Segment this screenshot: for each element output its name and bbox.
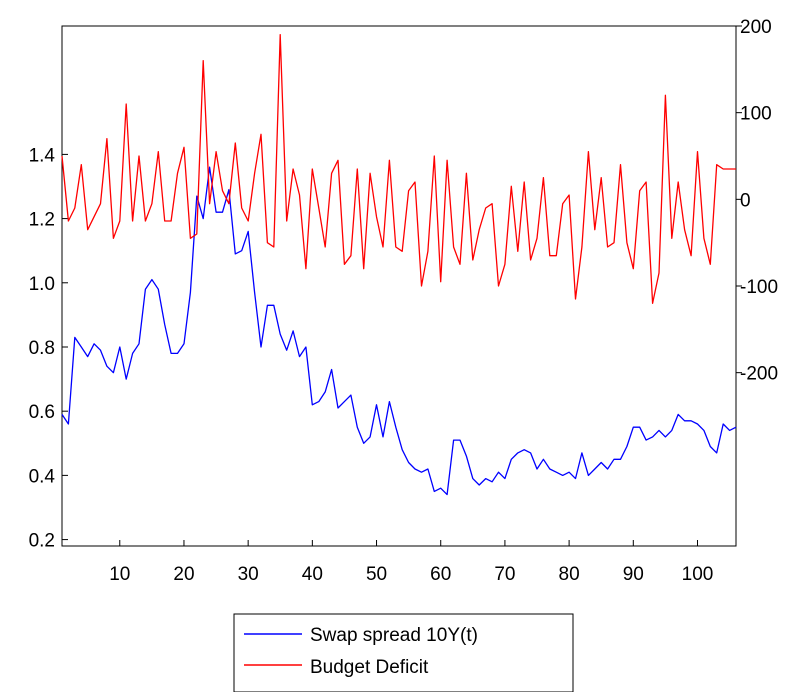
x-tick-label: 80	[559, 564, 580, 585]
right-tick-label: -100	[740, 277, 778, 298]
left-tick-label: 1.2	[29, 210, 55, 231]
left-tick-label: 1.0	[29, 274, 55, 295]
x-tick-label: 100	[682, 564, 714, 585]
x-tick-label: 90	[623, 564, 644, 585]
right-tick-label: 100	[740, 104, 772, 125]
series-lines	[61, 34, 737, 496]
right-tick-label: -200	[740, 364, 778, 385]
x-tick-label: 10	[109, 564, 130, 585]
legend-label-swap-spread: Swap spread 10Y(t)	[310, 625, 478, 646]
x-axis-ticks: 10 20 30 40 50 60 70 80 90 100	[109, 540, 713, 585]
legend: Swap spread 10Y(t) Budget Deficit	[233, 613, 574, 692]
x-tick-label: 60	[430, 564, 451, 585]
left-tick-label: 0.8	[29, 338, 55, 359]
plot-frame	[61, 25, 737, 547]
x-tick-label: 40	[302, 564, 323, 585]
left-tick-label: 0.6	[29, 402, 55, 423]
x-tick-label: 20	[173, 564, 194, 585]
legend-label-budget-deficit: Budget Deficit	[310, 657, 429, 678]
x-tick-label: 70	[494, 564, 515, 585]
series-line-swap-spread	[61, 166, 737, 496]
right-axis-ticks: 200 100 0 -100 -200	[736, 17, 778, 385]
x-tick-label: 30	[238, 564, 259, 585]
legend-box	[233, 613, 574, 692]
right-tick-label: 0	[740, 190, 751, 211]
left-axis-ticks: 0.2 0.4 0.6 0.8 1.0 1.2 1.4	[29, 145, 68, 552]
left-tick-label: 0.4	[29, 466, 56, 487]
series-line-budget-deficit	[61, 34, 736, 304]
x-tick-label: 50	[366, 564, 387, 585]
left-tick-label: 0.2	[29, 531, 55, 552]
right-tick-label: 200	[740, 17, 772, 38]
left-tick-label: 1.4	[29, 145, 56, 166]
